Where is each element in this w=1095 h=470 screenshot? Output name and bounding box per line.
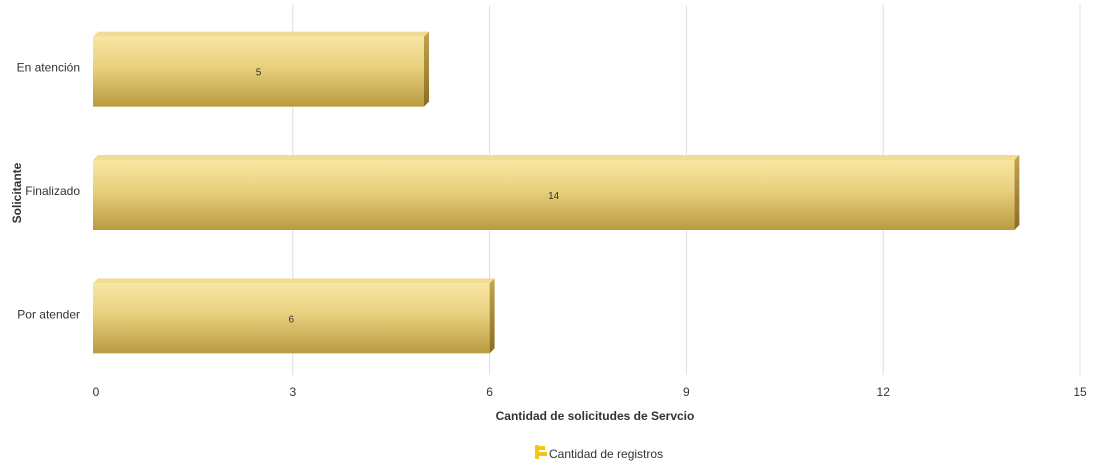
bar-top-face xyxy=(93,155,1020,160)
legend[interactable]: Cantidad de registros xyxy=(535,445,663,461)
bar[interactable] xyxy=(93,31,429,107)
x-tick-label: 3 xyxy=(289,385,296,399)
bar-value-label: 5 xyxy=(256,68,262,79)
bar[interactable] xyxy=(93,155,1020,230)
x-tick-label: 0 xyxy=(93,385,100,399)
bar-side-face xyxy=(1014,155,1020,230)
bars xyxy=(93,31,1020,354)
y-axis-title: Solicitante xyxy=(10,162,24,223)
bar-value-label: 14 xyxy=(548,191,560,202)
bar-top-face xyxy=(93,278,495,284)
legend-swatch-icon xyxy=(535,445,547,459)
x-tick-label: 6 xyxy=(486,385,493,399)
y-category-label: Finalizado xyxy=(25,184,80,198)
bar-side-face xyxy=(424,31,429,107)
bar-side-face xyxy=(489,278,495,354)
x-tick-label: 15 xyxy=(1073,385,1087,399)
bar-front-face xyxy=(93,36,424,107)
bar-front-face xyxy=(93,283,490,354)
x-tick-label: 9 xyxy=(683,385,690,399)
y-category-label: En atención xyxy=(17,61,80,75)
bar-front-face xyxy=(93,160,1015,230)
bar-value-label: 6 xyxy=(289,314,295,325)
y-category-label: Por atender xyxy=(17,307,80,321)
labels: 0 3 6 9 12 15 5 En atención 14 Finalizado 6 Por ate… xyxy=(17,61,1087,399)
x-tick-label: 12 xyxy=(877,385,891,399)
bar-top-face xyxy=(93,31,429,37)
bar[interactable] xyxy=(93,278,495,354)
legend-label: Cantidad de registros xyxy=(549,447,663,461)
x-axis-title: Cantidad de solicitudes de Servcio xyxy=(496,409,695,423)
